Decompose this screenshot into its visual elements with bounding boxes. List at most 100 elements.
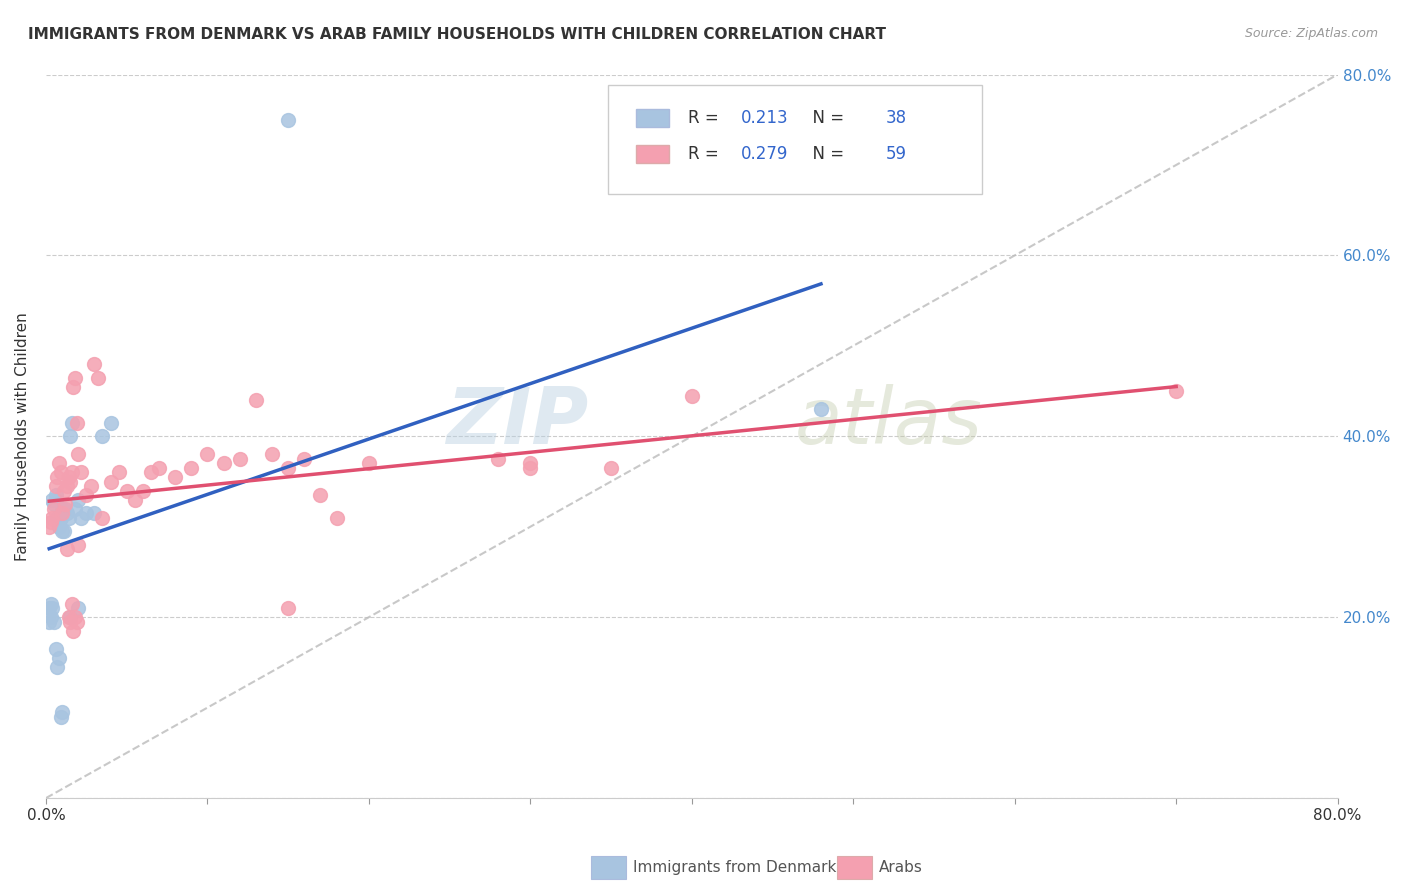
- Point: [46, 660, 69, 674]
- Point: [212, 457, 235, 471]
- Text: R =: R =: [688, 109, 724, 127]
- Point: [325, 510, 347, 524]
- Point: [519, 457, 541, 471]
- Point: [58, 610, 80, 624]
- Point: [60, 597, 83, 611]
- Point: [48, 651, 70, 665]
- Point: [41, 601, 63, 615]
- Point: [63, 610, 86, 624]
- Point: [197, 447, 219, 461]
- Point: [260, 447, 283, 461]
- Point: [245, 393, 267, 408]
- Point: [75, 506, 97, 520]
- Point: [148, 461, 170, 475]
- Point: [59, 615, 82, 629]
- Point: [59, 475, 82, 489]
- Point: [277, 112, 299, 127]
- Text: 38: 38: [886, 109, 907, 127]
- Point: [277, 461, 299, 475]
- Point: [39, 597, 62, 611]
- Point: [51, 705, 73, 719]
- Point: [58, 470, 80, 484]
- Point: [56, 479, 79, 493]
- Point: [53, 497, 76, 511]
- Point: [600, 461, 623, 475]
- Point: [86, 370, 108, 384]
- Point: [39, 610, 62, 624]
- Point: [38, 520, 60, 534]
- Point: [41, 492, 63, 507]
- Point: [49, 709, 72, 723]
- Point: [1166, 384, 1188, 398]
- Point: [100, 416, 122, 430]
- Point: [357, 457, 380, 471]
- Point: [38, 601, 60, 615]
- Point: [63, 501, 86, 516]
- Point: [56, 506, 79, 520]
- Point: [46, 470, 69, 484]
- Point: [48, 520, 70, 534]
- Point: [45, 641, 67, 656]
- Point: [139, 466, 162, 480]
- Point: [67, 538, 90, 552]
- Point: [62, 379, 84, 393]
- Point: [51, 524, 73, 539]
- Point: [39, 515, 62, 529]
- Point: [42, 497, 65, 511]
- Point: [67, 492, 90, 507]
- Point: [519, 461, 541, 475]
- Point: [59, 429, 82, 443]
- Text: Immigrants from Denmark: Immigrants from Denmark: [633, 861, 837, 875]
- Point: [45, 479, 67, 493]
- Y-axis label: Family Households with Children: Family Households with Children: [15, 312, 30, 561]
- FancyBboxPatch shape: [637, 109, 669, 127]
- Point: [63, 370, 86, 384]
- Point: [62, 624, 84, 638]
- Point: [42, 615, 65, 629]
- Point: [51, 506, 73, 520]
- Text: Source: ZipAtlas.com: Source: ZipAtlas.com: [1244, 27, 1378, 40]
- Text: ZIP: ZIP: [446, 384, 589, 459]
- Text: 59: 59: [886, 145, 907, 163]
- FancyBboxPatch shape: [607, 86, 983, 194]
- Point: [41, 510, 63, 524]
- Point: [52, 483, 75, 498]
- Point: [165, 470, 187, 484]
- Point: [53, 501, 76, 516]
- Point: [132, 483, 155, 498]
- Point: [58, 510, 80, 524]
- Text: 0.279: 0.279: [741, 145, 789, 163]
- Point: [107, 466, 129, 480]
- Text: N =: N =: [801, 109, 849, 127]
- Point: [66, 615, 89, 629]
- Text: N =: N =: [801, 145, 849, 163]
- Point: [67, 601, 90, 615]
- Point: [49, 466, 72, 480]
- Point: [277, 601, 299, 615]
- Point: [56, 542, 79, 557]
- Point: [75, 488, 97, 502]
- Point: [59, 610, 82, 624]
- Text: Arabs: Arabs: [879, 861, 922, 875]
- Point: [70, 510, 93, 524]
- Point: [52, 524, 75, 539]
- Point: [309, 488, 332, 502]
- Point: [180, 461, 202, 475]
- Point: [810, 402, 832, 417]
- Point: [115, 483, 138, 498]
- Point: [42, 501, 65, 516]
- Point: [45, 492, 67, 507]
- Point: [91, 429, 114, 443]
- Point: [38, 615, 60, 629]
- Point: [91, 510, 114, 524]
- Text: IMMIGRANTS FROM DENMARK VS ARAB FAMILY HOUSEHOLDS WITH CHILDREN CORRELATION CHAR: IMMIGRANTS FROM DENMARK VS ARAB FAMILY H…: [28, 27, 886, 42]
- Point: [60, 466, 83, 480]
- Point: [83, 506, 105, 520]
- Point: [46, 510, 69, 524]
- Point: [80, 479, 103, 493]
- Point: [66, 416, 89, 430]
- Point: [70, 466, 93, 480]
- Point: [100, 475, 122, 489]
- FancyBboxPatch shape: [637, 145, 669, 163]
- Point: [60, 416, 83, 430]
